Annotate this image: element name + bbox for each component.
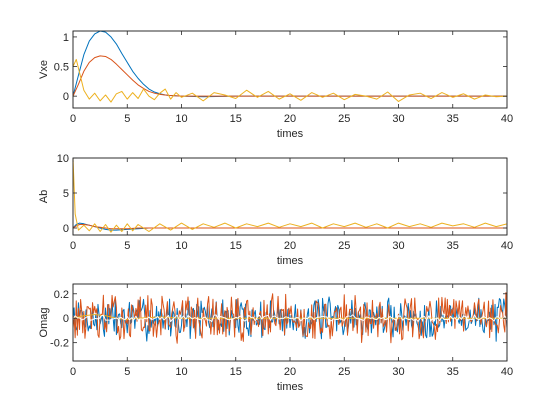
x-tick-label: 40 bbox=[501, 366, 513, 378]
x-tick-label: 10 bbox=[175, 240, 187, 252]
y-tick-label: 0.5 bbox=[54, 62, 69, 74]
series-group bbox=[73, 31, 507, 103]
x-tick-label: 20 bbox=[284, 366, 296, 378]
x-tick-label: 15 bbox=[230, 366, 242, 378]
y-tick-label: 0 bbox=[63, 313, 69, 325]
y-tick-label: 5 bbox=[63, 188, 69, 200]
x-tick-label: 30 bbox=[392, 240, 404, 252]
x-tick-label: 5 bbox=[124, 240, 130, 252]
series-group bbox=[73, 292, 507, 344]
x-tick-label: 30 bbox=[392, 366, 404, 378]
x-tick-label: 10 bbox=[175, 113, 187, 125]
x-tick-label: 5 bbox=[124, 366, 130, 378]
x-tick-label: 25 bbox=[338, 366, 350, 378]
subplot-3: 0 5 10 15 20 25 30 35 40 -0.2 0 0.2 times Omag bbox=[38, 283, 513, 393]
x-tick-label: 25 bbox=[338, 113, 350, 125]
y-tick-label: 10 bbox=[57, 153, 69, 165]
y-axis-label: Vxe bbox=[38, 60, 50, 79]
y-tick-label: 0.2 bbox=[54, 289, 69, 301]
x-tick-label: 40 bbox=[501, 113, 513, 125]
x-tick-label: 0 bbox=[70, 113, 76, 125]
series-group bbox=[73, 158, 507, 233]
x-tick-label: 0 bbox=[70, 366, 76, 378]
y-tick-label: -0.2 bbox=[50, 338, 69, 350]
y-axis-label: Omag bbox=[38, 308, 50, 338]
x-axis-label: times bbox=[277, 128, 304, 140]
x-tick-label: 35 bbox=[447, 113, 459, 125]
plot-area bbox=[72, 157, 508, 236]
series-line-2 bbox=[73, 55, 507, 97]
x-tick-label: 35 bbox=[447, 366, 459, 378]
x-tick-label: 20 bbox=[284, 113, 296, 125]
x-tick-label: 30 bbox=[392, 113, 404, 125]
y-axis-label: Ab bbox=[38, 190, 50, 203]
series-line-3 bbox=[73, 58, 507, 103]
x-axis-label: times bbox=[277, 255, 304, 267]
y-tick-label: 0 bbox=[63, 223, 69, 235]
x-tick-label: 5 bbox=[124, 113, 130, 125]
series-line-2 bbox=[73, 292, 507, 344]
x-tick-label: 10 bbox=[175, 366, 187, 378]
x-tick-label: 20 bbox=[284, 240, 296, 252]
subplot-2: 0 5 10 15 20 25 30 35 40 0 5 10 times Ab bbox=[38, 153, 513, 267]
x-tick-label: 15 bbox=[230, 113, 242, 125]
y-tick-label: 0 bbox=[63, 91, 69, 103]
x-tick-label: 15 bbox=[230, 240, 242, 252]
x-tick-label: 0 bbox=[70, 240, 76, 252]
x-tick-label: 35 bbox=[447, 240, 459, 252]
x-tick-label: 25 bbox=[338, 240, 350, 252]
series-line-2 bbox=[73, 224, 507, 230]
series-line-3 bbox=[73, 158, 507, 233]
plot-area bbox=[72, 30, 508, 109]
subplot-1: 0 5 10 15 20 25 30 35 40 0 0.5 1 times Vxe bbox=[38, 30, 513, 140]
x-tick-label: 40 bbox=[501, 240, 513, 252]
series-line-4 bbox=[73, 314, 507, 323]
x-axis-label: times bbox=[277, 381, 304, 393]
y-tick-label: 1 bbox=[63, 32, 69, 44]
